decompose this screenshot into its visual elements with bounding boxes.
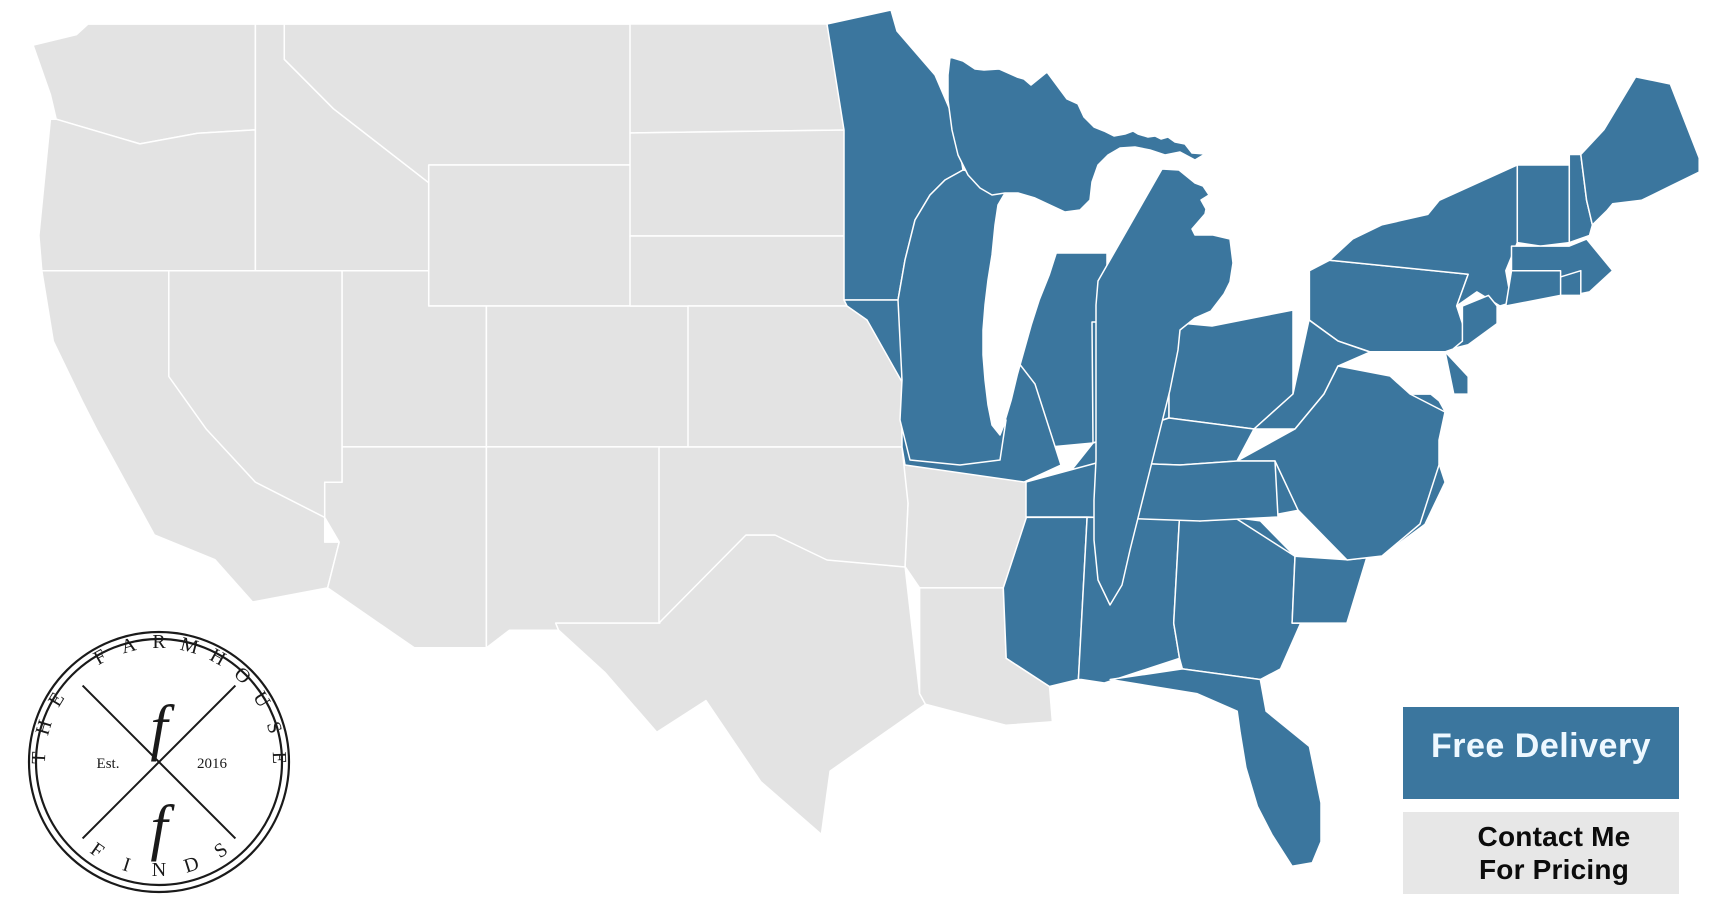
svg-text:E: E	[268, 751, 290, 764]
svg-text:T: T	[28, 751, 50, 764]
svg-text:f: f	[150, 694, 175, 762]
svg-text:F: F	[90, 645, 110, 670]
svg-text:H: H	[31, 718, 56, 738]
svg-text:D: D	[181, 852, 201, 877]
svg-text:O: O	[230, 663, 256, 689]
svg-text:H: H	[206, 644, 229, 670]
svg-text:I: I	[120, 854, 133, 877]
svg-text:R: R	[152, 631, 166, 653]
svg-text:S: S	[210, 838, 232, 862]
svg-text:E: E	[44, 689, 69, 711]
svg-text:2016: 2016	[197, 756, 228, 772]
svg-text:Est.: Est.	[97, 756, 120, 772]
svg-text:U: U	[248, 688, 275, 712]
svg-text:A: A	[119, 633, 139, 658]
svg-text:M: M	[178, 633, 201, 659]
svg-text:S: S	[262, 719, 286, 736]
svg-text:N: N	[152, 859, 166, 881]
svg-text:F: F	[86, 838, 108, 862]
svg-text:f: f	[150, 794, 175, 862]
